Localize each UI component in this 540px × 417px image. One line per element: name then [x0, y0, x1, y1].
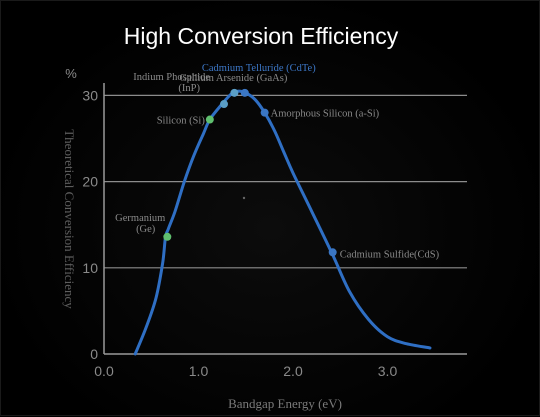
marker-silicon: [205, 115, 214, 124]
y-tick-label: 0: [90, 346, 98, 362]
x-tick-label: 3.0: [378, 363, 398, 379]
chart-title: High Conversion Efficiency: [123, 23, 399, 49]
point-label: Germanium: [115, 213, 165, 224]
y-tick-label: 10: [82, 260, 98, 276]
axes: [103, 83, 467, 355]
marker-germanium: [163, 232, 172, 241]
point-sublabel: (InP): [178, 83, 200, 94]
point-label: Cadmium Sulfide(CdS): [340, 249, 440, 260]
efficiency-curve: [133, 89, 432, 356]
x-axis-label: Bandgap Energy (eV): [228, 396, 342, 411]
center-dot: [242, 196, 246, 200]
point-label: Silicon (Si): [157, 116, 206, 127]
marker-amorphous-silicon-a-si-: [260, 108, 269, 117]
x-tick-label: 2.0: [283, 363, 303, 379]
point-sublabel: (Ge): [136, 224, 156, 235]
y-tick-label: 30: [82, 87, 98, 103]
marker-cadmium-telluride: [240, 88, 249, 97]
marker-cadmium-sulfide-cds-: [328, 248, 337, 257]
tick-labels: 0 10 20 30 0.0 1.0 2.0 3.0: [82, 87, 397, 379]
y-unit-label: %: [65, 66, 77, 81]
point-label: Amorphous Silicon (a-Si): [271, 109, 380, 120]
y-axis-label: Theoretical Conversion Efficiency: [62, 129, 77, 309]
grid-lines: [104, 94, 467, 269]
point-label: Gallium Arsenide (GaAs): [179, 73, 287, 84]
marker-indium-phosphide: [220, 100, 229, 109]
y-tick-label: 20: [82, 174, 98, 190]
x-tick-label: 1.0: [189, 363, 209, 379]
material-markers: [163, 88, 337, 257]
marker-gallium-arsenide: [230, 88, 239, 97]
point-label: Cadmium Telluride (CdTe): [202, 63, 316, 74]
point-label: Indium Phosphide: [133, 72, 210, 83]
material-labels: Germanium(Ge) Silicon (Si) Indium Phosphid…: [115, 63, 439, 260]
x-tick-label: 0.0: [94, 363, 114, 379]
